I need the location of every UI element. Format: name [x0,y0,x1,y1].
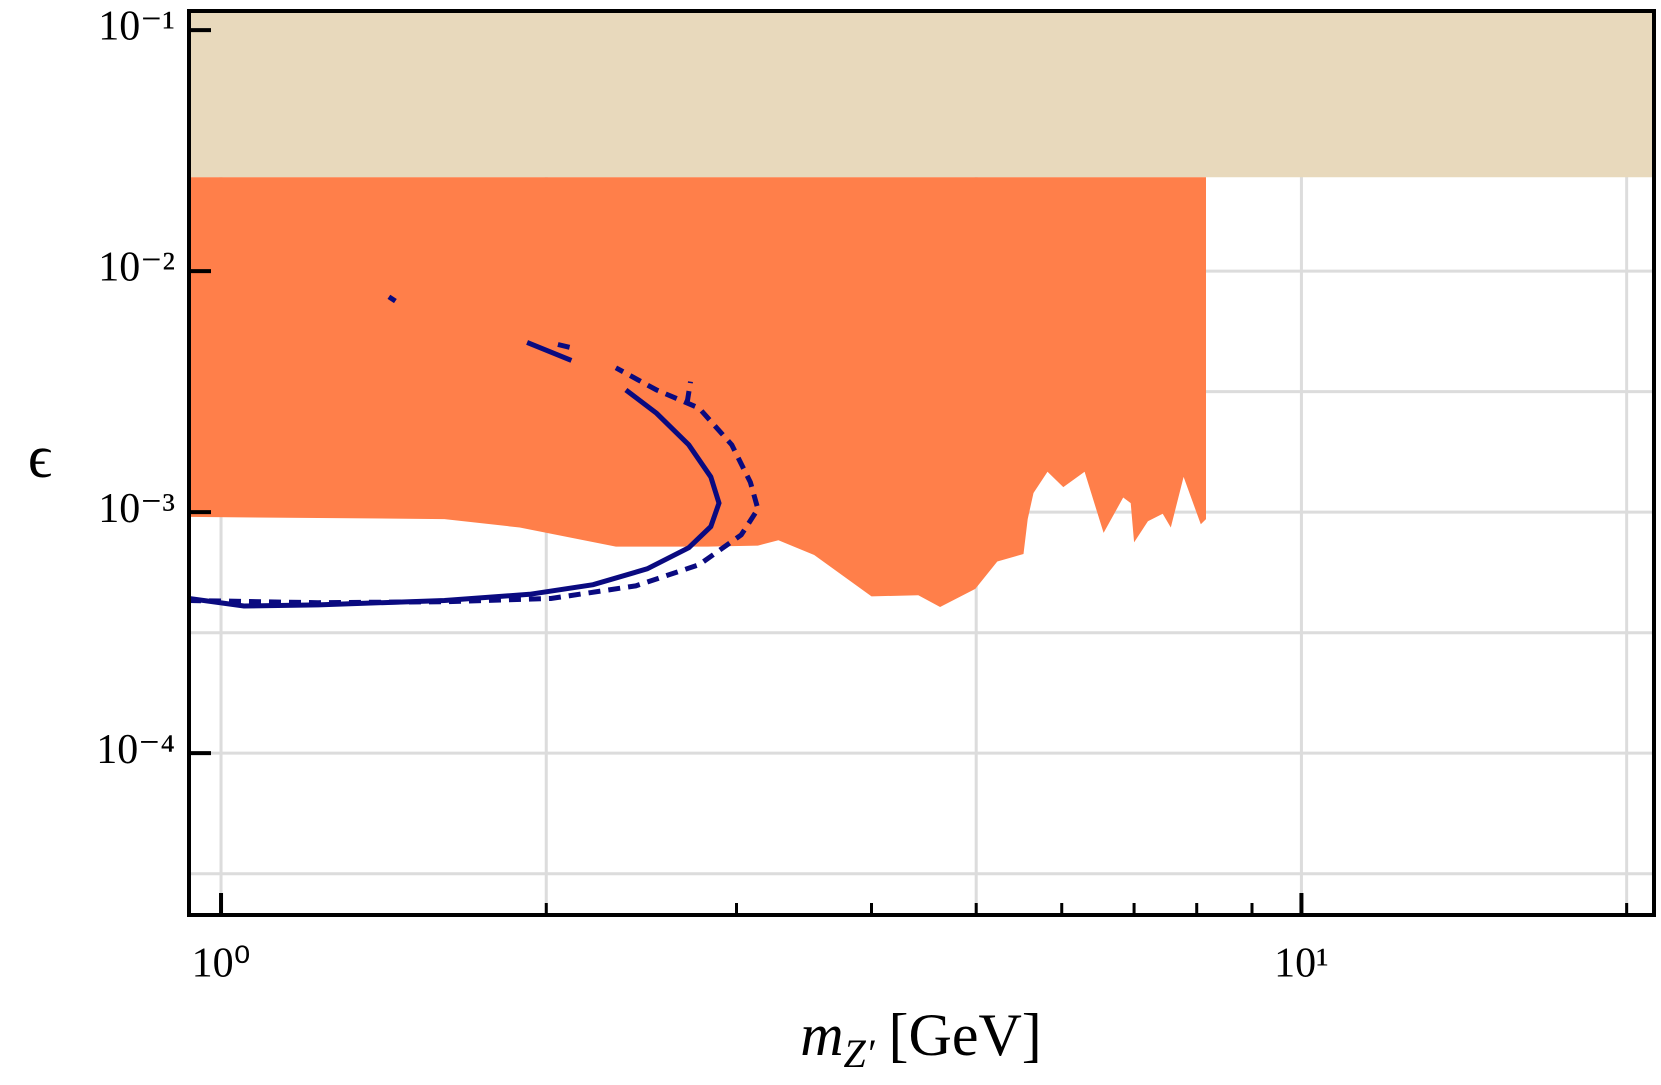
x-label-subscript: Z′ [844,1031,876,1076]
y-tick-label: 10⁻¹ [98,4,175,50]
plot-frame [187,9,1656,917]
sensitivity-curve [189,342,761,606]
regions [189,11,1654,608]
x-label-symbol: m [800,1002,843,1068]
excluded-region [189,11,1654,178]
x-label-unit: [GeV] [889,1002,1042,1068]
x-tick-label: 10¹ [1274,941,1329,987]
excluded-region [189,177,1206,608]
x-tick-label: 10⁰ [192,941,251,987]
y-tick-label: 10⁻⁴ [96,727,175,773]
y-tick-label: 10⁻² [98,245,175,291]
y-axis-label: ϵ [28,424,52,490]
ticks: 10⁰ 10¹ 10⁻¹ 10⁻² 10⁻³ 10⁻⁴ [96,4,1629,987]
x-axis-label: mZ′ [GeV] [800,1002,1042,1076]
lines [189,294,761,609]
y-tick-label: 10⁻³ [98,486,175,532]
